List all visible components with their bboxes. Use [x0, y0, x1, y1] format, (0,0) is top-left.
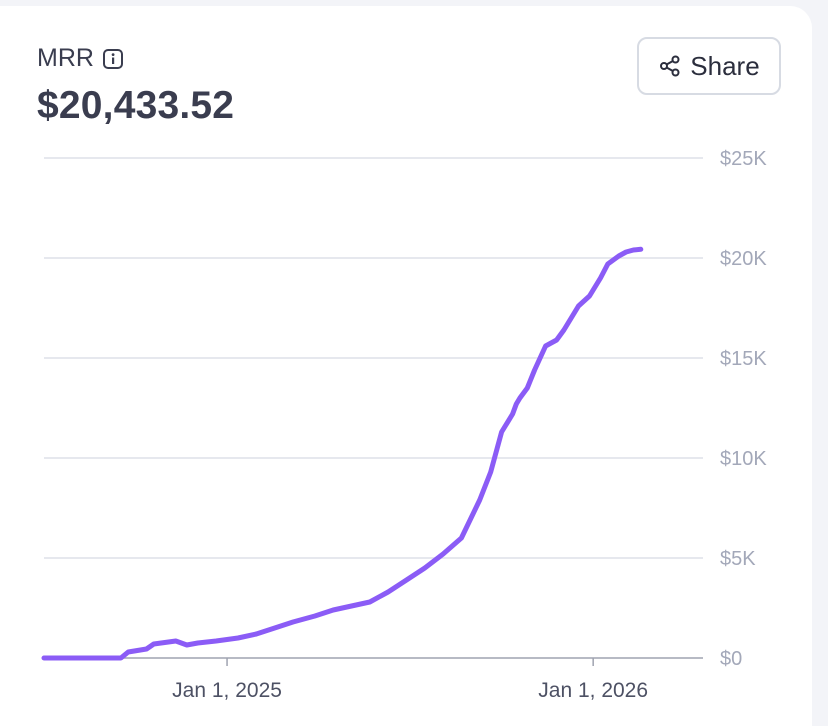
share-label: Share [690, 50, 760, 81]
metric-label: MRR [37, 44, 94, 72]
share-button[interactable]: Share [637, 37, 781, 95]
x-tick-label: Jan 1, 2026 [538, 679, 648, 702]
metric-header: MRR [37, 44, 124, 73]
y-tick-label: $25K [720, 148, 767, 170]
info-icon[interactable] [102, 48, 124, 70]
y-tick-label: $15K [720, 348, 767, 370]
share-icon [658, 54, 682, 78]
mrr-card [0, 6, 812, 726]
y-tick-label: $10K [720, 448, 767, 470]
series-line-mrr [41, 246, 644, 661]
y-tick-label: $20K [720, 248, 767, 270]
y-tick-label: $5K [720, 548, 756, 570]
y-tick-label: $0 [720, 648, 742, 670]
metric-value: $20,433.52 [37, 84, 235, 127]
x-tick-label: Jan 1, 2025 [172, 679, 282, 702]
